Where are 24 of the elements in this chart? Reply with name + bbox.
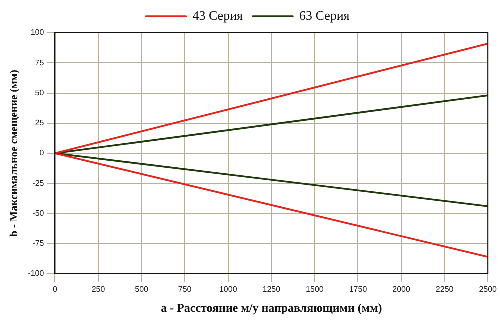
x-tick-label: 2250 (436, 285, 454, 294)
x-tick-label: 500 (135, 285, 150, 294)
y-tick-label: 75 (35, 58, 45, 68)
x-tick-label: 250 (92, 285, 106, 294)
y-axis-title: b - Максимальное смещение (мм) (8, 70, 20, 237)
x-tick-label: 0 (52, 285, 58, 294)
x-tick-label: 1000 (219, 285, 238, 294)
x-tick-label: 2500 (479, 285, 498, 294)
legend-label: 63 Серия (300, 8, 350, 23)
y-tick-label: -100 (28, 269, 45, 278)
x-tick-label: 1750 (349, 285, 368, 294)
x-tick-label: 2000 (392, 285, 411, 294)
y-tick-label: 0 (40, 148, 45, 158)
y-tick-label: -50 (32, 208, 45, 218)
y-tick-label: 100 (30, 28, 45, 38)
y-tick-label: 50 (35, 88, 45, 98)
x-tick-label: 1500 (306, 285, 324, 294)
x-axis-title: a - Расстояние м/у направляющими (мм) (161, 300, 382, 315)
y-tick-label: 25 (35, 118, 45, 128)
x-tick-label: 750 (178, 285, 192, 294)
y-tick-label: -75 (32, 239, 45, 248)
legend-label: 43 Серия (192, 8, 244, 23)
y-tick-label: -25 (32, 178, 45, 188)
x-tick-label: 1250 (262, 285, 282, 294)
